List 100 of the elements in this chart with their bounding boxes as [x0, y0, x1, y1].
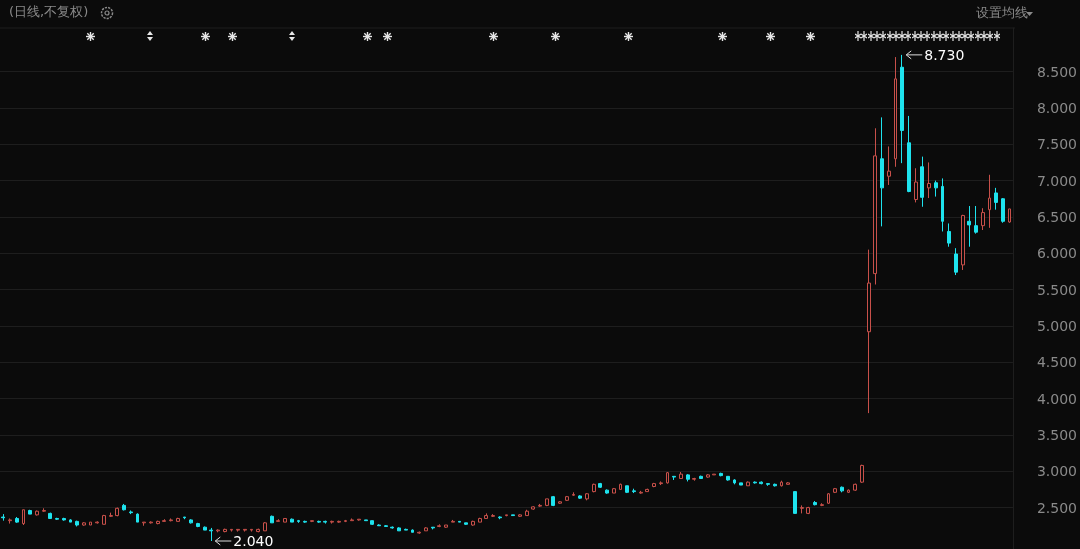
- candlestick: [22, 509, 25, 526]
- candlestick: [464, 522, 468, 526]
- candlestick: [89, 521, 92, 526]
- candlestick: [619, 483, 622, 490]
- candlestick: [598, 482, 602, 489]
- candlestick: [28, 509, 32, 515]
- candlestick: [397, 526, 401, 532]
- candlestick: [437, 523, 441, 528]
- candlestick: [283, 517, 287, 523]
- candlestick: [860, 464, 864, 484]
- candlestick: [525, 509, 529, 517]
- candlestick: [42, 507, 46, 513]
- candlestick: [518, 513, 522, 518]
- candlestick: [377, 523, 381, 527]
- candlestick: [162, 518, 166, 522]
- candlestick: [196, 522, 200, 528]
- candlestick: [136, 512, 139, 523]
- candlestick: [954, 247, 958, 276]
- candlestick: [699, 475, 703, 480]
- candlestick: [538, 503, 542, 508]
- candlestick: [920, 156, 924, 208]
- candlestick: [639, 490, 643, 495]
- candlestick: [766, 483, 770, 487]
- candlestick: [8, 517, 12, 525]
- candlestick: [679, 471, 683, 480]
- candlestick: [847, 488, 850, 494]
- candlestick: [209, 527, 213, 542]
- candlestick: [551, 495, 555, 507]
- candlestick: [498, 515, 502, 520]
- candlestick: [142, 521, 146, 527]
- candlestick: [417, 531, 421, 535]
- candlestick: [1, 513, 5, 522]
- candlestick: [290, 517, 294, 523]
- candlestick: [645, 488, 649, 493]
- candlestick: [739, 482, 743, 486]
- candlestick: [759, 480, 763, 485]
- candlestick: [276, 518, 280, 522]
- candlestick: [746, 480, 750, 487]
- candlestick: [967, 205, 971, 248]
- candlestick: [297, 519, 300, 524]
- candlestick: [914, 167, 918, 203]
- candlestick: [350, 517, 354, 522]
- candlestick: [666, 471, 669, 485]
- y-tick-label: 7.500: [1036, 136, 1078, 153]
- candlestick: [1001, 197, 1005, 224]
- candlestick: [505, 514, 508, 517]
- candlestick: [827, 492, 830, 505]
- candlestick: [558, 500, 562, 505]
- candlestick: [451, 519, 455, 523]
- candlestick: [424, 526, 428, 532]
- candlestick: [404, 528, 408, 531]
- candlestick: [69, 518, 72, 523]
- candlestick: [310, 520, 314, 523]
- candlestick: [719, 472, 723, 477]
- candlestick: [458, 520, 461, 523]
- candlestick: [565, 495, 569, 502]
- candlestick: [786, 481, 790, 485]
- y-tick-label: 2.500: [1036, 499, 1078, 516]
- candlestick: [15, 516, 19, 524]
- candlestick: [263, 521, 267, 532]
- candlestick: [578, 494, 582, 500]
- candlestick: [344, 519, 347, 523]
- candlestick: [840, 486, 844, 493]
- candlestick: [95, 520, 99, 525]
- candlestick: [927, 161, 931, 199]
- candlestick: [384, 524, 388, 527]
- y-tick-label: 5.000: [1036, 317, 1078, 334]
- candlestick: [867, 249, 871, 414]
- candlestick: [250, 528, 253, 533]
- candlestick: [317, 520, 321, 524]
- candlestick: [981, 207, 985, 231]
- candlestick: [236, 528, 240, 533]
- candlestick: [907, 115, 911, 193]
- candlestick: [605, 488, 609, 495]
- candlestick: [806, 506, 810, 515]
- candlestick: [545, 498, 549, 507]
- candlestick: [572, 491, 575, 497]
- candlestick: [531, 505, 535, 511]
- y-tick-label: 8.500: [1036, 63, 1078, 80]
- candlestick: [303, 520, 307, 524]
- annotation: 8.730: [924, 46, 965, 63]
- candlestick: [625, 485, 629, 494]
- y-tick-label: 4.000: [1036, 390, 1078, 407]
- candlestick: [176, 517, 180, 522]
- candlestick: [833, 487, 837, 494]
- candlestick: [75, 520, 79, 527]
- y-tick-label: 5.500: [1036, 281, 1078, 298]
- candlestick: [330, 520, 334, 525]
- chart-subtitle: (日线,不复权): [9, 4, 89, 19]
- y-tick-label: 3.000: [1036, 463, 1078, 480]
- candlestick: [800, 504, 804, 514]
- candlestick: [230, 528, 233, 533]
- candlestick: [706, 473, 710, 479]
- candlestick: [652, 482, 656, 488]
- candlestick: [894, 56, 897, 168]
- candlestick: [753, 480, 757, 485]
- candlestick: [592, 483, 596, 493]
- candlestick: [612, 487, 616, 494]
- y-tick-label: 3.500: [1036, 426, 1078, 443]
- y-tick-label: 6.500: [1036, 208, 1078, 225]
